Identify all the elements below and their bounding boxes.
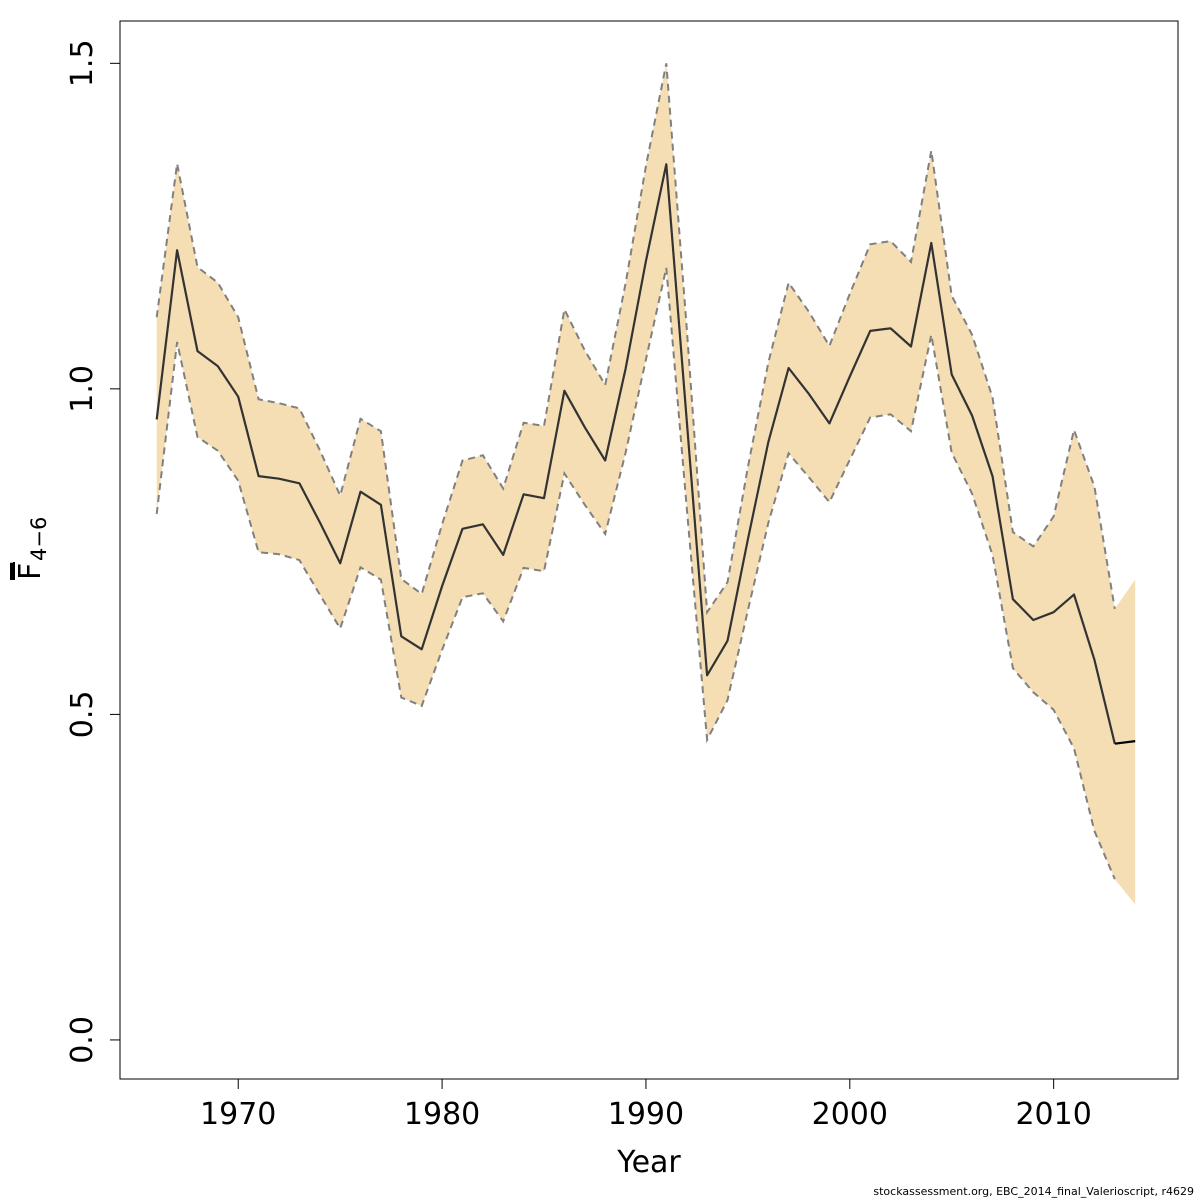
upper-bound-line: [155, 63, 1116, 616]
estimate-line-final: [1114, 740, 1136, 745]
y-axis: 0.0 0.5 1.0 1.5: [65, 39, 120, 1064]
lower-bound-line: [155, 267, 1116, 880]
y-axis-title: F 4−6: [13, 517, 51, 580]
y-axis-title-subscript: 4−6: [27, 517, 51, 561]
x-tick-label: 1970: [200, 1097, 276, 1132]
plot-area: [155, 63, 1136, 905]
x-axis-title: Year: [616, 1145, 681, 1180]
x-tick-label: 2010: [1015, 1097, 1091, 1132]
y-tick-label: 1.5: [65, 39, 100, 87]
y-axis-title-main: F: [13, 563, 48, 580]
plot-frame: [119, 20, 1179, 1080]
y-tick-label: 1.0: [65, 365, 100, 413]
x-axis: 1970 1980 1990 2000 2010: [200, 1079, 1092, 1132]
x-tick-label: 1990: [608, 1097, 684, 1132]
x-tick-label: 1980: [404, 1097, 480, 1132]
x-tick-label: 2000: [812, 1097, 888, 1132]
y-tick-label: 0.0: [65, 1016, 100, 1064]
footer-credit: stockassessment.org, EBC_2014_final_Vale…: [873, 1185, 1194, 1198]
y-tick-label: 0.5: [65, 691, 100, 739]
confidence-band: [156, 63, 1136, 905]
estimate-line: [155, 163, 1116, 744]
